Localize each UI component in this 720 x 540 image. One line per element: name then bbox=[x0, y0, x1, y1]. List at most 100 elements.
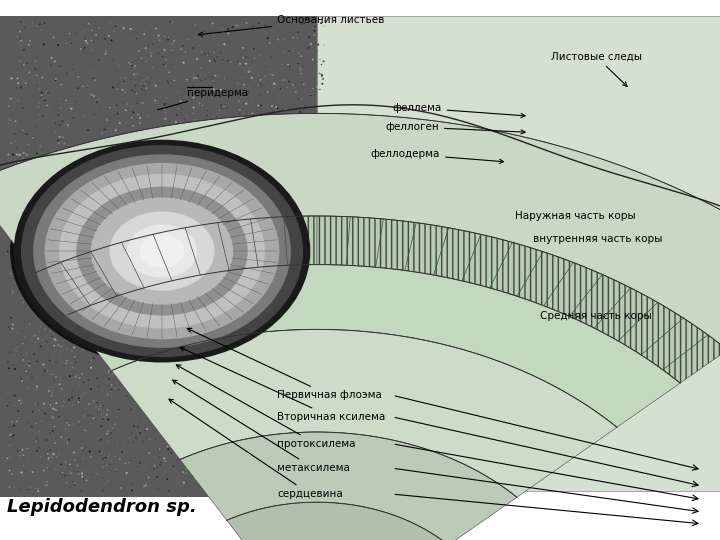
Point bbox=[152, 229, 163, 238]
Point bbox=[118, 343, 130, 352]
Point bbox=[101, 201, 112, 210]
Point bbox=[172, 297, 184, 306]
Point bbox=[37, 73, 48, 82]
Point bbox=[167, 350, 179, 359]
Point bbox=[313, 468, 325, 477]
Point bbox=[287, 394, 299, 403]
Point bbox=[6, 74, 17, 83]
Point bbox=[249, 254, 261, 263]
Point bbox=[55, 376, 66, 385]
Point bbox=[315, 19, 327, 28]
Point bbox=[248, 44, 260, 53]
Point bbox=[125, 25, 137, 33]
Point bbox=[189, 438, 201, 447]
Point bbox=[18, 298, 30, 307]
Point bbox=[161, 117, 173, 125]
Point bbox=[170, 89, 181, 97]
Point bbox=[218, 40, 230, 49]
Point bbox=[114, 119, 125, 127]
Point bbox=[273, 485, 284, 494]
Point bbox=[102, 415, 114, 424]
Point bbox=[147, 414, 158, 423]
Point bbox=[271, 98, 283, 106]
Point bbox=[165, 193, 176, 201]
Point bbox=[44, 179, 55, 188]
Point bbox=[274, 433, 285, 442]
Point bbox=[228, 386, 239, 394]
Point bbox=[230, 21, 242, 30]
Polygon shape bbox=[36, 216, 720, 383]
Point bbox=[234, 439, 246, 448]
Point bbox=[66, 39, 77, 48]
Point bbox=[138, 198, 150, 207]
Point bbox=[147, 40, 158, 49]
Point bbox=[266, 318, 277, 327]
Point bbox=[9, 484, 20, 492]
Point bbox=[89, 18, 101, 27]
Point bbox=[189, 421, 201, 429]
Point bbox=[53, 55, 64, 63]
Point bbox=[66, 477, 78, 486]
Point bbox=[51, 231, 63, 239]
Point bbox=[246, 93, 258, 102]
Point bbox=[127, 460, 139, 469]
Point bbox=[43, 485, 55, 494]
Point bbox=[161, 305, 173, 314]
Point bbox=[121, 100, 132, 109]
Point bbox=[185, 185, 197, 193]
Point bbox=[38, 467, 50, 475]
Point bbox=[238, 152, 250, 161]
Point bbox=[168, 228, 180, 237]
Point bbox=[131, 282, 143, 291]
Circle shape bbox=[127, 225, 197, 277]
Point bbox=[281, 370, 292, 379]
Point bbox=[156, 357, 168, 366]
Point bbox=[258, 260, 270, 269]
Point bbox=[53, 230, 64, 239]
Point bbox=[65, 116, 76, 124]
Point bbox=[269, 91, 280, 100]
Point bbox=[35, 260, 47, 268]
Point bbox=[272, 474, 284, 482]
Point bbox=[114, 469, 125, 478]
Point bbox=[127, 480, 138, 489]
Point bbox=[122, 34, 134, 43]
Point bbox=[64, 222, 76, 231]
Point bbox=[20, 170, 32, 179]
Point bbox=[315, 446, 326, 455]
Point bbox=[209, 475, 220, 484]
Point bbox=[207, 30, 219, 38]
Point bbox=[39, 227, 50, 236]
Point bbox=[225, 410, 237, 419]
Point bbox=[164, 187, 176, 196]
Point bbox=[43, 88, 55, 97]
Point bbox=[302, 144, 314, 153]
Point bbox=[187, 367, 199, 375]
Point bbox=[71, 294, 83, 302]
Point bbox=[176, 118, 187, 127]
Point bbox=[66, 367, 77, 376]
Point bbox=[37, 399, 48, 407]
Point bbox=[269, 258, 280, 267]
Point bbox=[316, 352, 328, 360]
Point bbox=[235, 293, 246, 301]
Point bbox=[246, 396, 257, 404]
Point bbox=[161, 94, 172, 103]
Point bbox=[158, 105, 170, 114]
Point bbox=[205, 198, 217, 206]
Point bbox=[243, 129, 255, 137]
Point bbox=[235, 413, 247, 421]
Point bbox=[122, 19, 133, 28]
Point bbox=[256, 425, 268, 434]
Point bbox=[89, 341, 101, 349]
Point bbox=[81, 39, 93, 48]
Point bbox=[276, 359, 288, 367]
Point bbox=[284, 385, 296, 394]
Point bbox=[145, 347, 156, 355]
Point bbox=[1, 402, 13, 410]
Point bbox=[202, 401, 214, 409]
Point bbox=[289, 243, 300, 252]
Point bbox=[307, 134, 319, 143]
Point bbox=[34, 415, 45, 423]
Point bbox=[167, 431, 179, 440]
